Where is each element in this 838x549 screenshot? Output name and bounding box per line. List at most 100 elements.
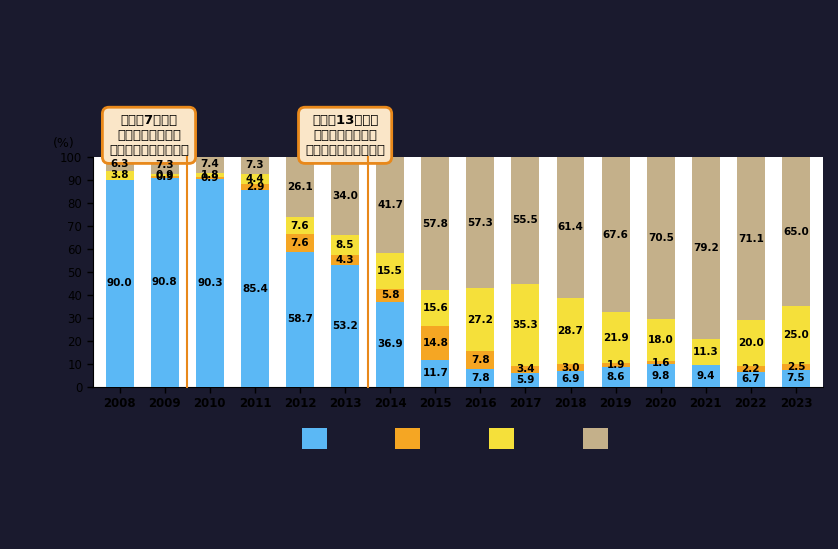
Text: 27.2: 27.2 <box>468 315 494 325</box>
Bar <box>376 253 404 289</box>
Text: 53.2: 53.2 <box>332 321 358 330</box>
Text: 18.0: 18.0 <box>648 335 674 345</box>
Text: 3.0: 3.0 <box>561 363 580 373</box>
Text: 1.6: 1.6 <box>651 357 670 368</box>
Text: 0.9: 0.9 <box>156 172 174 182</box>
Text: 90.3: 90.3 <box>197 278 223 288</box>
Bar <box>692 365 720 387</box>
Text: 7.4: 7.4 <box>200 159 220 170</box>
Text: 4.3: 4.3 <box>336 255 354 265</box>
Bar <box>196 179 224 387</box>
Text: 57.3: 57.3 <box>468 217 494 227</box>
Bar <box>106 180 133 387</box>
Bar <box>422 360 449 387</box>
Bar <box>511 156 540 284</box>
Text: 58.7: 58.7 <box>287 315 313 324</box>
Text: 65.0: 65.0 <box>783 227 809 237</box>
Bar <box>467 351 494 369</box>
Text: 0.9: 0.9 <box>156 170 174 180</box>
Bar <box>331 235 359 255</box>
Bar <box>647 361 675 365</box>
Text: 67.6: 67.6 <box>603 229 628 239</box>
Text: 15.6: 15.6 <box>422 303 448 313</box>
Text: 85.4: 85.4 <box>242 284 268 294</box>
Text: 7.3: 7.3 <box>155 160 174 170</box>
Bar <box>511 366 540 373</box>
Text: 36.9: 36.9 <box>377 339 403 350</box>
Text: 3.8: 3.8 <box>111 170 129 181</box>
Bar <box>782 306 810 364</box>
Text: 3.4: 3.4 <box>516 365 535 374</box>
Bar <box>556 298 584 364</box>
Bar <box>602 367 629 387</box>
Text: 7.6: 7.6 <box>291 238 309 248</box>
Bar <box>286 217 314 234</box>
Bar <box>782 157 810 306</box>
Text: 0.9: 0.9 <box>200 173 219 183</box>
Bar <box>467 156 494 288</box>
Bar <box>196 156 224 173</box>
Bar <box>151 176 178 178</box>
Bar <box>602 312 629 363</box>
Text: 2.2: 2.2 <box>742 364 760 374</box>
Bar <box>647 365 675 387</box>
Bar <box>556 364 584 371</box>
Bar <box>692 339 720 365</box>
Text: 6.7: 6.7 <box>742 374 760 384</box>
Bar <box>737 321 765 367</box>
Text: 35.3: 35.3 <box>513 320 538 330</box>
Text: 7.6: 7.6 <box>291 221 309 231</box>
Bar <box>782 364 810 369</box>
Bar <box>376 302 404 387</box>
Text: 4.4: 4.4 <box>246 173 264 184</box>
Bar <box>241 173 269 184</box>
Text: 6.9: 6.9 <box>561 374 580 384</box>
Text: 55.5: 55.5 <box>513 215 538 226</box>
Bar <box>647 157 675 320</box>
Bar <box>196 173 224 177</box>
Text: 5.8: 5.8 <box>381 290 400 300</box>
Bar <box>692 157 720 339</box>
Bar <box>422 157 449 290</box>
Text: 90.8: 90.8 <box>152 277 178 288</box>
Bar <box>376 157 404 253</box>
Text: 34.0: 34.0 <box>332 191 358 201</box>
Text: 7.8: 7.8 <box>471 355 489 365</box>
Bar <box>737 367 765 372</box>
Bar <box>511 284 540 366</box>
Bar <box>511 373 540 387</box>
Text: 5.9: 5.9 <box>516 375 535 385</box>
Text: 日本で13種類の
血清型に対応した
ワクチンの接種が開始: 日本で13種類の 血清型に対応した ワクチンの接種が開始 <box>305 114 385 157</box>
Text: 7.5: 7.5 <box>787 373 805 383</box>
Bar <box>241 184 269 191</box>
Bar <box>782 369 810 387</box>
Text: 2.5: 2.5 <box>787 362 805 372</box>
Bar <box>737 372 765 387</box>
Text: 9.8: 9.8 <box>651 371 670 380</box>
Bar <box>737 157 765 321</box>
Text: 20.0: 20.0 <box>738 339 763 349</box>
Text: 28.7: 28.7 <box>557 326 583 336</box>
Text: 14.8: 14.8 <box>422 338 448 348</box>
Bar <box>556 157 584 298</box>
Text: 7.8: 7.8 <box>471 373 489 383</box>
Text: 7.3: 7.3 <box>246 160 264 170</box>
Bar <box>106 156 133 171</box>
Bar <box>286 252 314 387</box>
Bar <box>422 290 449 326</box>
Text: 61.4: 61.4 <box>557 222 583 232</box>
Text: 2.9: 2.9 <box>246 182 264 192</box>
Bar <box>376 289 404 302</box>
Bar <box>556 371 584 387</box>
Text: 1.8: 1.8 <box>200 170 219 180</box>
Bar <box>467 369 494 387</box>
Text: 6.3: 6.3 <box>111 159 129 169</box>
Bar <box>241 157 269 173</box>
Text: 25.0: 25.0 <box>783 330 809 340</box>
Bar <box>422 326 449 360</box>
Text: 8.6: 8.6 <box>607 372 625 382</box>
Text: 9.4: 9.4 <box>696 371 715 381</box>
Bar <box>286 234 314 252</box>
Bar <box>331 157 359 235</box>
Bar <box>602 157 629 312</box>
